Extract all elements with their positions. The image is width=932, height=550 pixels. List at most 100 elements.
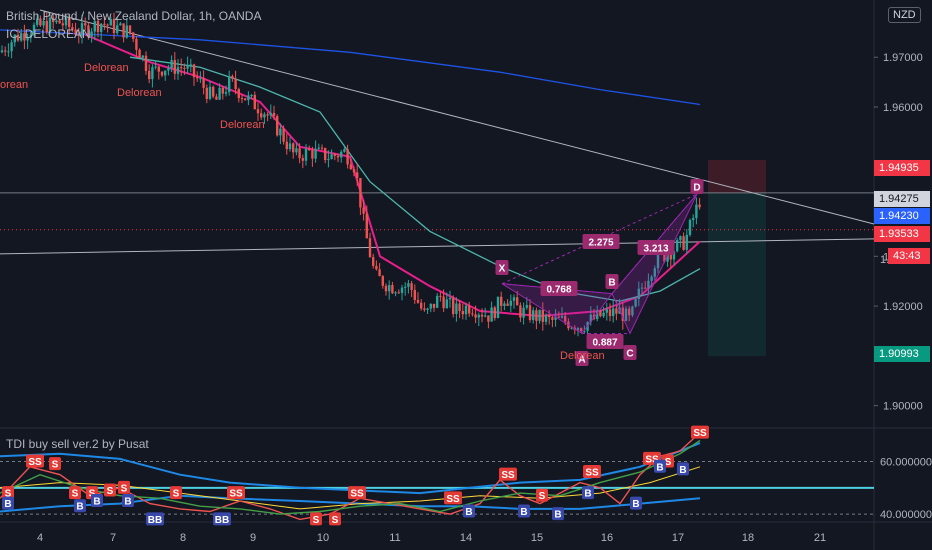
candle-body bbox=[324, 148, 327, 161]
candle-body bbox=[407, 283, 410, 287]
candle-body bbox=[311, 150, 314, 159]
harmonic-point-a-box bbox=[575, 351, 589, 366]
candle-body bbox=[554, 316, 557, 320]
candle-body bbox=[125, 25, 128, 38]
moving-average-line bbox=[129, 56, 701, 302]
buy-signal-label: BB bbox=[215, 515, 229, 526]
candle-body bbox=[368, 238, 372, 258]
candle-body bbox=[484, 315, 487, 317]
currency-badge[interactable]: NZD bbox=[888, 7, 921, 23]
candle-body bbox=[388, 285, 391, 292]
buy-signal-label: B bbox=[679, 465, 686, 476]
candle-body bbox=[621, 307, 624, 321]
candle-body bbox=[356, 172, 359, 178]
candle-body bbox=[631, 306, 634, 316]
candle-body bbox=[448, 297, 452, 300]
candle-body bbox=[116, 25, 119, 34]
candle-body bbox=[292, 143, 295, 153]
candle-body bbox=[266, 114, 269, 116]
candle-body bbox=[605, 309, 608, 313]
candle-body bbox=[109, 19, 112, 26]
candle-body bbox=[656, 252, 660, 269]
candle-body bbox=[535, 310, 538, 321]
candle-body bbox=[135, 38, 138, 50]
indicator-main-label[interactable]: IC: DELOREAN bbox=[6, 27, 91, 41]
indicator-sub-label[interactable]: TDI buy sell ver.2 by Pusat bbox=[6, 437, 149, 451]
candle-body bbox=[522, 307, 525, 318]
stop-price-tag: 1.94935 bbox=[874, 160, 930, 176]
candle-body bbox=[666, 254, 669, 262]
candle-body bbox=[180, 67, 183, 69]
candle-body bbox=[477, 314, 480, 318]
sell-signal-label: SS bbox=[446, 494, 460, 505]
candle-body bbox=[381, 276, 384, 286]
sell-signal-badge bbox=[26, 454, 44, 468]
buy-signal-badge bbox=[91, 493, 103, 507]
buy-signal-badge bbox=[677, 462, 689, 476]
candle-body bbox=[77, 34, 80, 36]
candle-body bbox=[295, 148, 298, 153]
stop-zone bbox=[708, 160, 766, 193]
sell-signal-label: S bbox=[313, 515, 320, 526]
candle-body bbox=[650, 276, 653, 281]
candle-body bbox=[653, 268, 656, 277]
sell-signal-label: S bbox=[173, 489, 180, 500]
delorean-label: Delorean bbox=[220, 119, 265, 131]
candle-body bbox=[240, 98, 244, 100]
candle-body bbox=[394, 292, 397, 294]
candle-body bbox=[634, 299, 637, 307]
buy-signal-badge bbox=[630, 496, 642, 510]
sell-signal-badge bbox=[104, 483, 116, 497]
harmonic-ratio-xd-box bbox=[637, 240, 675, 255]
candle-body bbox=[39, 18, 42, 26]
candle-body bbox=[378, 269, 381, 277]
sell-signal-label: S bbox=[121, 483, 128, 494]
candle-body bbox=[400, 287, 404, 293]
candle-body bbox=[672, 251, 676, 260]
candle-body bbox=[157, 66, 160, 72]
sell-signal-label: SS bbox=[350, 489, 364, 500]
partial-price-label: 1. bbox=[880, 254, 890, 266]
x-tick-label: 10 bbox=[317, 532, 329, 544]
candle-body bbox=[167, 68, 170, 71]
x-tick-label: 8 bbox=[180, 532, 186, 544]
candle-body bbox=[298, 148, 301, 159]
candle-body bbox=[452, 297, 455, 314]
harmonic-ratio-xb: 0.768 bbox=[546, 285, 571, 296]
candle-body bbox=[365, 213, 368, 239]
candle-body bbox=[144, 55, 148, 72]
candle-body bbox=[304, 148, 308, 161]
sell-signal-badge bbox=[691, 425, 709, 439]
sell-signal-label: SS bbox=[229, 489, 243, 500]
x-tick-label: 18 bbox=[742, 532, 754, 544]
candle-body bbox=[538, 309, 541, 321]
candle-body bbox=[74, 29, 77, 35]
buy-signal-label: B bbox=[76, 502, 83, 513]
sell-signal-label: S bbox=[52, 460, 59, 471]
candle-body bbox=[682, 236, 685, 250]
candle-body bbox=[154, 66, 157, 68]
buy-signal-label: B bbox=[465, 507, 472, 518]
candle-body bbox=[692, 218, 695, 220]
candle-body bbox=[237, 89, 240, 99]
candle-body bbox=[244, 98, 247, 101]
candle-body bbox=[557, 316, 560, 318]
candle-body bbox=[151, 67, 154, 80]
candle-body bbox=[218, 87, 221, 100]
candle-body bbox=[455, 303, 458, 314]
candle-body bbox=[20, 33, 23, 41]
harmonic-ratio-bd: 2.275 bbox=[588, 238, 613, 249]
sell-signal-label: S bbox=[72, 489, 79, 500]
candle-body bbox=[333, 154, 336, 156]
candle-body bbox=[596, 310, 599, 319]
sell-signal-label: S bbox=[539, 491, 546, 502]
candle-body bbox=[458, 303, 461, 312]
candle-body bbox=[695, 204, 698, 219]
candle-body bbox=[119, 23, 122, 26]
symbol-title[interactable]: British Pound / New Zealand Dollar, 1h, … bbox=[6, 9, 262, 23]
candle-body bbox=[445, 299, 448, 309]
candle-body bbox=[340, 151, 343, 158]
candle-body bbox=[637, 288, 640, 300]
buy-signal-label: B bbox=[4, 499, 11, 510]
